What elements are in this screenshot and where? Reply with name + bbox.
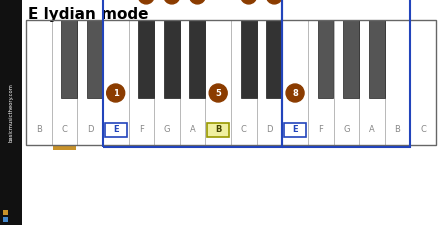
Circle shape	[286, 84, 304, 102]
Bar	[359, 20, 385, 145]
Text: G: G	[343, 126, 349, 135]
Bar	[103, 20, 128, 145]
Bar	[138, 20, 154, 98]
Text: D: D	[266, 126, 273, 135]
Circle shape	[106, 84, 125, 102]
Bar	[61, 20, 77, 98]
Text: A: A	[369, 126, 375, 135]
Bar	[241, 20, 257, 98]
Bar	[385, 20, 411, 145]
Text: D: D	[87, 126, 93, 135]
Bar	[164, 20, 180, 98]
Bar	[180, 20, 205, 145]
Text: E: E	[113, 124, 118, 133]
Circle shape	[241, 0, 257, 4]
Bar	[257, 20, 282, 145]
Text: B: B	[215, 124, 221, 133]
Text: E: E	[292, 124, 298, 133]
Text: C: C	[62, 126, 67, 135]
Circle shape	[138, 0, 154, 4]
Text: basicmusictheory.com: basicmusictheory.com	[8, 83, 14, 142]
Text: 8: 8	[292, 88, 298, 97]
Bar	[231, 20, 257, 145]
Bar	[51, 20, 77, 145]
Bar	[205, 20, 231, 145]
Bar	[154, 20, 180, 145]
Text: C: C	[420, 126, 426, 135]
Bar	[334, 20, 359, 145]
Text: G: G	[164, 126, 170, 135]
Text: A: A	[190, 126, 195, 135]
Bar	[207, 123, 229, 137]
Bar	[87, 20, 103, 98]
Text: 1: 1	[113, 88, 119, 97]
Bar	[282, 0, 411, 147]
Text: B: B	[36, 126, 42, 135]
Text: B: B	[395, 126, 400, 135]
Circle shape	[266, 0, 282, 4]
Circle shape	[164, 0, 180, 4]
Text: F: F	[139, 126, 144, 135]
Bar	[128, 20, 154, 145]
Bar	[266, 20, 282, 98]
Text: C: C	[241, 126, 247, 135]
Bar	[282, 20, 308, 145]
Text: 5: 5	[215, 88, 221, 97]
Bar	[3, 217, 8, 222]
Bar	[105, 123, 127, 137]
Bar	[308, 20, 334, 145]
Bar	[369, 20, 385, 98]
Bar	[103, 0, 282, 147]
Text: F: F	[318, 126, 323, 135]
Bar	[77, 20, 103, 145]
Text: E lydian mode: E lydian mode	[28, 7, 149, 22]
Bar	[26, 20, 51, 145]
Bar	[53, 146, 76, 150]
Circle shape	[190, 0, 205, 4]
Bar	[411, 20, 436, 145]
Bar	[26, 20, 436, 145]
Bar	[190, 20, 205, 98]
Circle shape	[209, 84, 227, 102]
Bar	[343, 20, 359, 98]
Bar	[318, 20, 334, 98]
Bar	[284, 123, 306, 137]
Bar	[0, 0, 22, 225]
Bar	[3, 210, 8, 215]
